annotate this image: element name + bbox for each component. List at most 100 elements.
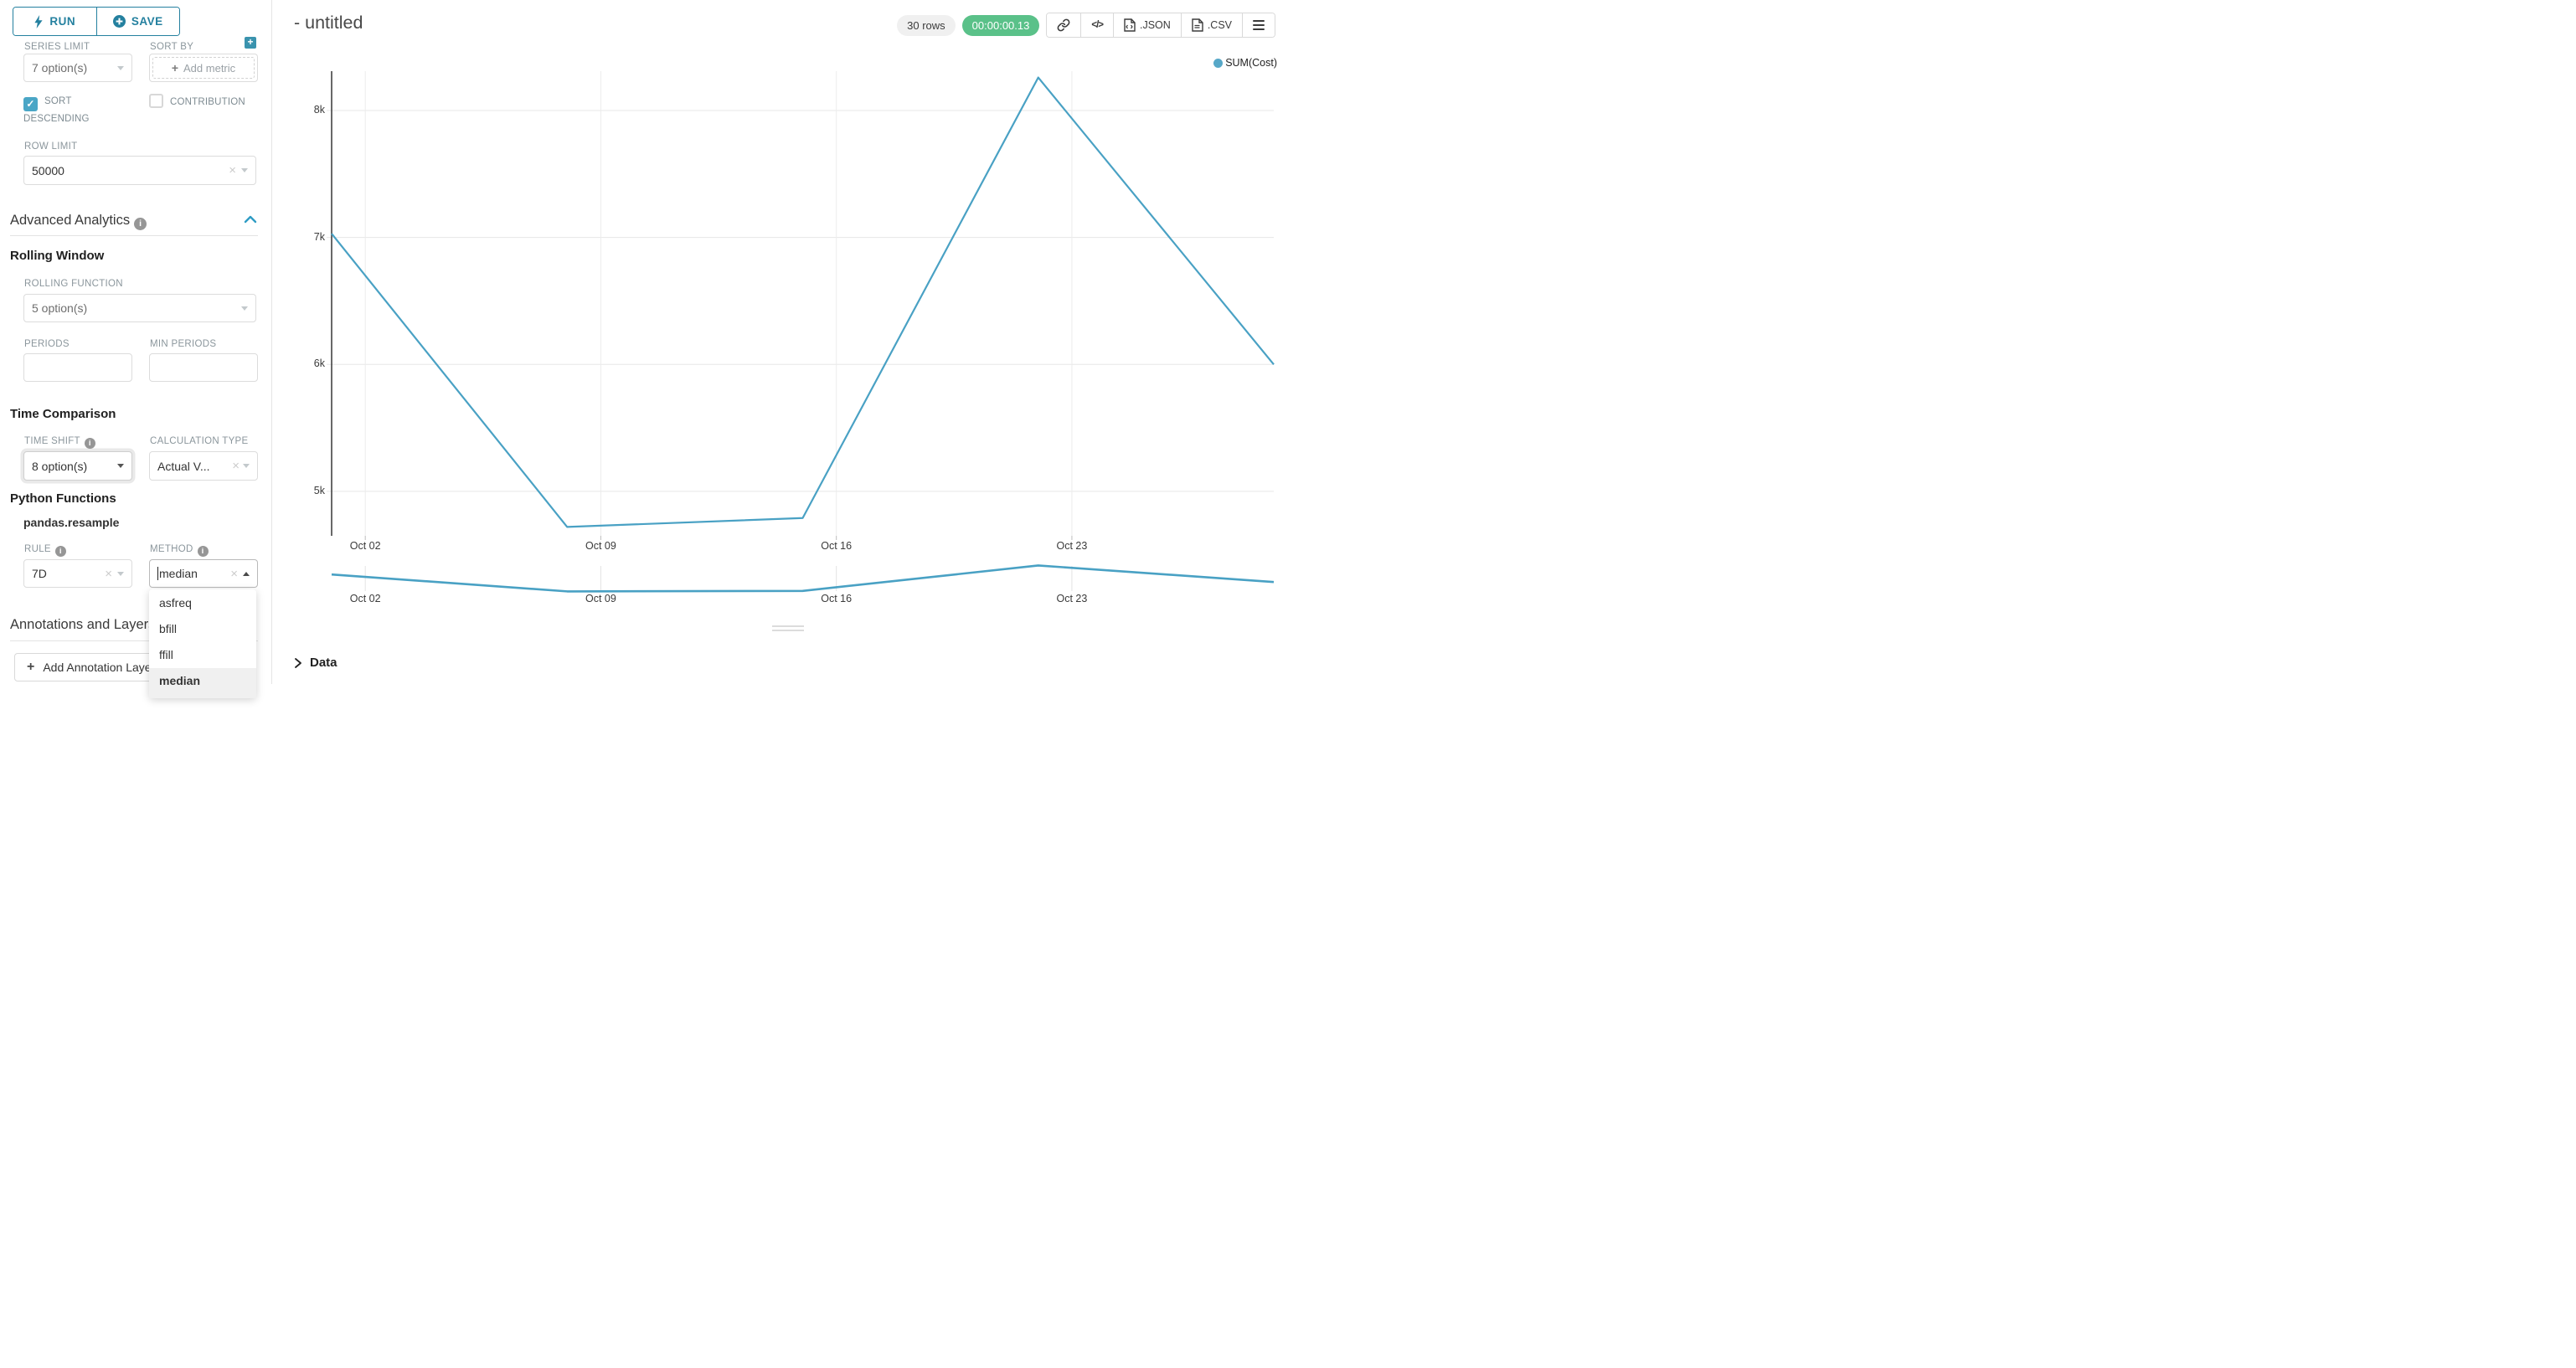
time-shift-select[interactable]: 8 option(s) [23, 451, 132, 481]
text-cursor [157, 567, 158, 580]
method-select[interactable]: median × [149, 559, 258, 588]
sort-by-control: + Add metric [149, 54, 258, 82]
header-toolbar: 30 rows 00:00:00.13 </> .JSON .CSV [897, 13, 1275, 38]
json-label: .JSON [1140, 19, 1171, 31]
mini-x-tick-label: Oct 23 [1056, 593, 1088, 604]
legend-label: SUM(Cost) [1225, 57, 1277, 69]
collapse-chevron-up-icon[interactable] [244, 215, 257, 224]
rule-label: RULE i [24, 544, 66, 557]
panel-resize-handle[interactable] [772, 623, 804, 633]
code-icon: </> [1091, 20, 1104, 30]
rolling-window-heading: Rolling Window [10, 249, 105, 263]
file-json-icon [1124, 18, 1136, 32]
menu-button[interactable] [1242, 13, 1275, 37]
y-tick-label: 8k [313, 104, 325, 116]
python-functions-heading: Python Functions [10, 491, 116, 506]
sort-descending-checkbox[interactable]: ✓ [23, 97, 38, 111]
copy-link-button[interactable] [1047, 13, 1081, 37]
dropdown-option-median[interactable]: median [149, 668, 256, 698]
x-tick-label: Oct 09 [585, 540, 616, 552]
main-line-chart [327, 71, 1275, 540]
add-metric-button[interactable]: + Add metric [152, 57, 255, 79]
calculation-type-value: Actual V... [157, 459, 210, 473]
plus-icon: + [27, 660, 35, 674]
save-button[interactable]: SAVE [95, 8, 179, 35]
info-icon: i [197, 546, 209, 557]
file-csv-icon [1192, 18, 1203, 32]
section-divider [10, 235, 258, 236]
time-shift-value: 8 option(s) [32, 459, 88, 473]
chevron-down-icon [241, 168, 248, 172]
pandas-resample-label: pandas.resample [23, 516, 120, 529]
chevron-down-icon [243, 464, 250, 468]
export-csv-button[interactable]: .CSV [1180, 13, 1242, 37]
chart-panel: - untitled 30 rows 00:00:00.13 </> .JSON… [273, 0, 1288, 684]
add-annotation-label: Add Annotation Layer [43, 661, 156, 674]
dropdown-option-asfreq[interactable]: asfreq [159, 596, 192, 609]
x-tick-label: Oct 23 [1056, 540, 1088, 552]
advanced-analytics-header[interactable]: Advanced Analytics i [10, 213, 147, 230]
chevron-down-icon [241, 306, 248, 311]
row-limit-select[interactable]: 50000 × [23, 156, 256, 185]
info-icon: i [54, 546, 66, 557]
sort-descending-control: ✓ SORT DESCENDING [23, 94, 131, 127]
run-button[interactable]: RUN [13, 8, 96, 35]
calculation-type-label: CALCULATION TYPE [150, 436, 249, 446]
plus-icon: + [171, 61, 179, 75]
series-limit-label: SERIES LIMIT [24, 42, 90, 52]
export-json-button[interactable]: .JSON [1113, 13, 1181, 37]
add-sort-metric-plus-icon[interactable]: + [245, 37, 256, 49]
query-timer-badge: 00:00:00.13 [961, 14, 1040, 36]
rolling-function-label: ROLLING FUNCTION [24, 279, 123, 289]
view-query-button[interactable]: </> [1080, 13, 1113, 37]
method-dropdown-menu: asfreq bfill ffill median [149, 589, 256, 698]
periods-input[interactable] [23, 353, 132, 382]
dropdown-option-bfill[interactable]: bfill [159, 622, 178, 635]
time-shift-label: TIME SHIFT i [24, 436, 95, 449]
dropdown-option-ffill[interactable]: ffill [159, 648, 173, 661]
chart-title[interactable]: - untitled [294, 13, 363, 33]
min-periods-input[interactable] [149, 353, 258, 382]
plus-circle-icon [112, 15, 126, 28]
annotations-heading: Annotations and Layers [10, 617, 156, 632]
row-count-badge: 30 rows [897, 14, 956, 36]
mini-context-chart[interactable] [331, 564, 1275, 593]
data-panel-title: Data [310, 656, 337, 670]
y-tick-label: 6k [313, 357, 325, 370]
contribution-control: CONTRIBUTION [149, 94, 266, 111]
rule-value: 7D [32, 567, 47, 580]
contribution-label: CONTRIBUTION [170, 97, 245, 107]
method-value: median [159, 567, 198, 580]
clear-icon[interactable]: × [232, 459, 240, 473]
mini-x-tick-label: Oct 09 [585, 593, 616, 604]
series-limit-select[interactable]: 7 option(s) [23, 54, 132, 82]
time-comparison-heading: Time Comparison [10, 407, 116, 421]
info-icon: i [134, 218, 147, 230]
chevron-down-icon [117, 571, 124, 576]
calculation-type-select[interactable]: Actual V... × [149, 451, 258, 481]
contribution-checkbox[interactable] [149, 94, 163, 108]
mini-x-tick-label: Oct 02 [349, 593, 381, 604]
legend-item[interactable]: SUM(Cost) [1213, 57, 1277, 69]
chevron-down-icon [117, 65, 124, 70]
export-button-group: </> .JSON .CSV [1046, 13, 1275, 38]
y-tick-label: 5k [313, 484, 325, 496]
run-label: RUN [49, 15, 76, 28]
sort-by-label: SORT BY [150, 42, 194, 52]
rule-select[interactable]: 7D × [23, 559, 132, 588]
data-panel-header[interactable]: Data [294, 656, 337, 670]
clear-icon[interactable]: × [229, 163, 236, 177]
sort-descending-label: SORT DESCENDING [23, 96, 90, 124]
method-label: METHOD i [150, 544, 209, 557]
csv-label: .CSV [1207, 19, 1232, 31]
row-limit-label: ROW LIMIT [24, 141, 78, 152]
rolling-function-select[interactable]: 5 option(s) [23, 294, 256, 322]
info-icon: i [84, 438, 95, 449]
superset-explore: RUN SAVE SERIES LIMIT SORT BY + 7 option… [0, 0, 1288, 698]
min-periods-label: MIN PERIODS [150, 339, 217, 349]
clear-icon[interactable]: × [230, 566, 238, 581]
run-save-button-group: RUN SAVE [13, 7, 180, 36]
x-tick-label: Oct 16 [821, 540, 853, 552]
clear-icon[interactable]: × [105, 566, 112, 581]
series-line-sum-cost[interactable] [331, 76, 1275, 528]
